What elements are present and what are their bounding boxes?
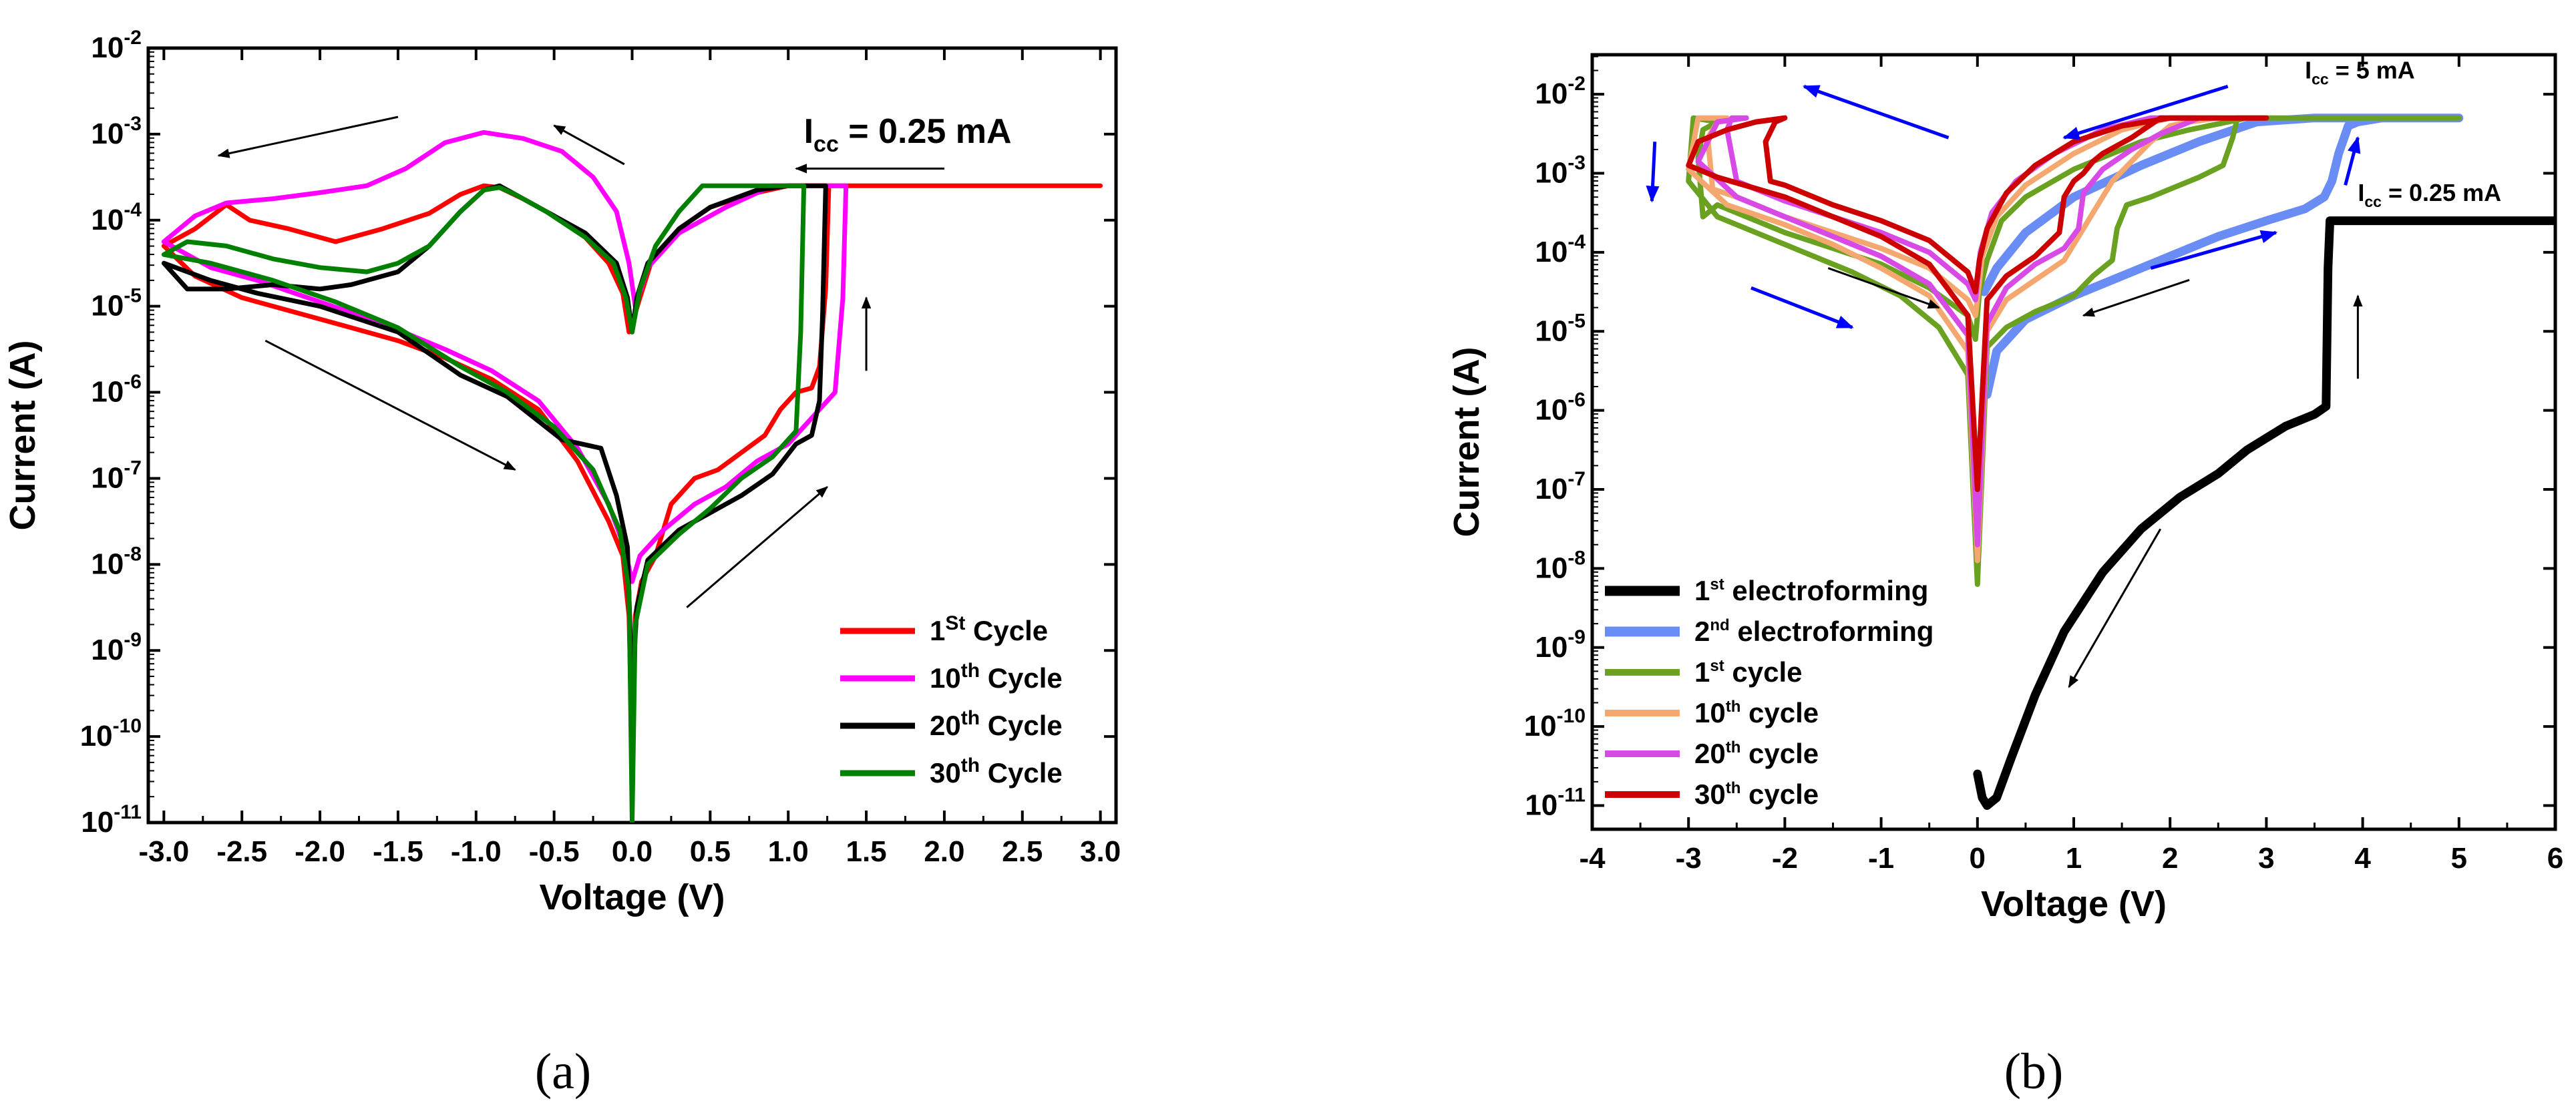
series-group bbox=[1686, 114, 2555, 810]
x-tick-label: 3.0 bbox=[1080, 835, 1121, 868]
legend-label: 1st electroforming bbox=[1694, 575, 1928, 606]
direction-arrow bbox=[2344, 136, 2361, 186]
chart-panel-b: -4 -3 -2 -1 0 1 2 3 4 5 6 10-11 10-10 10-9 10-8 10-7 10-… bbox=[1447, 53, 2563, 924]
legend-label: 10th cycle bbox=[1694, 697, 1819, 728]
x-axis-title: Voltage (V) bbox=[539, 877, 725, 917]
x-tick-label: -2.0 bbox=[295, 835, 345, 868]
x-tick-label: 1.5 bbox=[846, 835, 886, 868]
y-tick-label: 10-10 bbox=[1524, 705, 1586, 742]
series-line-0 bbox=[1973, 216, 2555, 810]
x-tick-label: -1.5 bbox=[373, 835, 423, 868]
y-tick-label: 10-6 bbox=[91, 371, 142, 409]
x-tick-label: -2.5 bbox=[216, 835, 267, 868]
x-tick-label: -1 bbox=[1868, 842, 1894, 875]
series-line-3 bbox=[1686, 115, 2221, 564]
legend-label: 1st cycle bbox=[1694, 656, 1802, 688]
icc-annotation: Icc = 0.25 mA bbox=[2358, 179, 2501, 210]
x-tick-label: 4 bbox=[2354, 842, 2371, 875]
legend-label: 2nd electroforming bbox=[1694, 616, 1934, 647]
y-tick-label: 10-3 bbox=[1535, 152, 1586, 190]
x-tick-label: 1 bbox=[2066, 842, 2082, 875]
x-tick-label: -4 bbox=[1579, 842, 1606, 875]
y-axis-title: Current (A) bbox=[1447, 347, 1487, 537]
legend-label: 10th Cycle bbox=[930, 660, 1063, 694]
x-tick-label: -0.5 bbox=[529, 835, 580, 868]
x-tick-label: 0.0 bbox=[612, 835, 653, 868]
y-tick-label: 10-5 bbox=[91, 285, 142, 322]
y-tick-label: 10-11 bbox=[1525, 784, 1586, 821]
direction-arrow bbox=[264, 339, 516, 471]
series-line-1 bbox=[161, 130, 849, 584]
y-tick-label: 10-9 bbox=[91, 629, 142, 666]
y-tick-label: 10-7 bbox=[91, 457, 142, 494]
y-tick-label: 10-3 bbox=[91, 113, 142, 150]
y-tick-label: 10-6 bbox=[1535, 389, 1586, 427]
direction-arrow bbox=[686, 486, 829, 608]
legend-label: 20th cycle bbox=[1694, 738, 1819, 769]
direction-arrow bbox=[1827, 267, 1940, 309]
icc-annotation: Icc = 5 mA bbox=[2305, 57, 2415, 88]
direction-arrow bbox=[1802, 84, 1950, 140]
direction-arrow bbox=[217, 116, 399, 158]
direction-arrow bbox=[1751, 286, 1854, 329]
x-tick-label: -3.0 bbox=[138, 835, 189, 868]
x-tick-label: 6 bbox=[2547, 842, 2563, 875]
legend-label: 1St Cycle bbox=[930, 612, 1048, 646]
icc-annotation: Icc = 0.25 mA bbox=[804, 112, 1012, 157]
y-tick-label: 10-9 bbox=[1535, 626, 1586, 664]
x-tick-label: 0 bbox=[1970, 842, 1986, 875]
chart-panel-a: -3.0 -2.5 -2.0 -1.5 -1.0 -0.5 0.0 0.5 1.0 1.5 2.0 2… bbox=[3, 27, 1121, 917]
legend-label: 30th cycle bbox=[1694, 779, 1819, 810]
x-tick-label: -3 bbox=[1676, 842, 1702, 875]
series-line-0 bbox=[161, 183, 1103, 756]
x-tick-label: 3 bbox=[2258, 842, 2274, 875]
x-tick-label: 5 bbox=[2451, 842, 2467, 875]
legend-label: 20th Cycle bbox=[930, 707, 1063, 741]
x-tick-label: -2 bbox=[1772, 842, 1798, 875]
y-tick-label: 10-10 bbox=[80, 715, 142, 752]
series-line-4 bbox=[1695, 115, 2202, 547]
series-line-5 bbox=[1686, 115, 2269, 492]
y-axis-title: Current (A) bbox=[3, 341, 43, 531]
y-tick-label: 10-4 bbox=[1535, 231, 1586, 268]
x-axis-title: Voltage (V) bbox=[1981, 884, 2167, 924]
x-tick-label: 1.0 bbox=[768, 835, 809, 868]
y-tick-label: 10-8 bbox=[91, 543, 142, 580]
x-tick-label: 2.5 bbox=[1002, 835, 1043, 868]
y-tick-label: 10-2 bbox=[1535, 73, 1586, 110]
panel-caption-a: (a) bbox=[535, 1044, 591, 1100]
x-tick-label: 0.5 bbox=[690, 835, 731, 868]
direction-arrow bbox=[2082, 278, 2190, 317]
y-tick-label: 10-7 bbox=[1535, 468, 1586, 505]
y-tick-label: 10-8 bbox=[1535, 547, 1586, 584]
direction-arrow bbox=[2062, 84, 2229, 140]
y-tick-label: 10-2 bbox=[91, 27, 142, 64]
legend: 1St Cycle 10th Cycle 20th Cycle 30th Cycle bbox=[840, 612, 1063, 789]
x-tick-label: -1.0 bbox=[451, 835, 502, 868]
x-tick-label: 2.0 bbox=[924, 835, 964, 868]
direction-arrow bbox=[2068, 528, 2162, 688]
y-tick-label: 10-5 bbox=[1535, 310, 1586, 347]
series-line-2 bbox=[1686, 115, 2462, 588]
series-line-3 bbox=[161, 183, 807, 823]
direction-arrow bbox=[553, 124, 625, 166]
y-tick-label: 10-11 bbox=[81, 801, 142, 839]
series-line-2 bbox=[161, 183, 828, 696]
y-tick-label: 10-4 bbox=[91, 199, 142, 236]
series-line-1 bbox=[1980, 114, 2464, 399]
series-group bbox=[161, 130, 1103, 823]
direction-arrow bbox=[1646, 142, 1660, 203]
panel-caption-b: (b) bbox=[2004, 1044, 2064, 1100]
x-tick-label: 2 bbox=[2162, 842, 2178, 875]
direction-arrow bbox=[2150, 230, 2278, 270]
legend: 1st electroforming 2nd electroforming 1st … bbox=[1605, 575, 1934, 810]
legend-label: 30th Cycle bbox=[930, 754, 1063, 789]
